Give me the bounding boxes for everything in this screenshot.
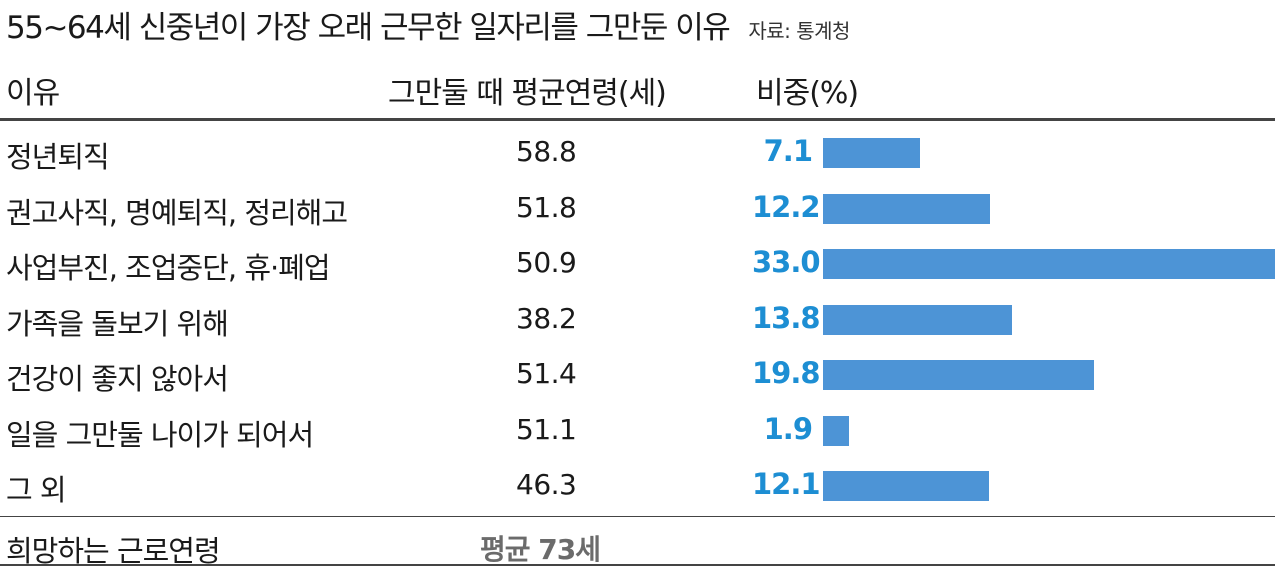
row-average-age: 46.3 [516, 468, 577, 501]
header-divider [0, 118, 1275, 121]
bar-value-label: 19.8 [752, 356, 821, 390]
row-reason-label: 권고사직, 명예퇴직, 정리해고 [6, 195, 348, 230]
row-average-age: 51.8 [516, 190, 577, 224]
source-label: 자료: 통계청 [748, 19, 850, 43]
bar-value-label: 33.0 [752, 245, 821, 279]
footer-label: 희망하는 근로연령 [6, 534, 221, 568]
row-reason-label: 일을 그만둘 나이가 되어서 [6, 417, 314, 452]
bar [823, 360, 1095, 390]
bar-value-label: 1.9 [763, 411, 813, 446]
bar [823, 415, 850, 446]
chart-title: 55~64세 신중년이 가장 오래 근무한 일자리를 그만둔 이유 [6, 10, 731, 46]
bar-value-label: 13.8 [752, 300, 821, 335]
row-average-age: 50.9 [516, 246, 577, 279]
bar-value-label: 7.1 [763, 134, 813, 168]
row-reason-label: 정년퇴직 [6, 140, 110, 174]
bar [823, 304, 1013, 335]
footer-divider [0, 516, 1275, 517]
footer-value: 평균 73세 [480, 533, 601, 566]
bar [823, 249, 1275, 279]
row-average-age: 38.2 [516, 301, 577, 335]
bar-value-label: 12.1 [752, 467, 821, 501]
header-reason: 이유 [6, 76, 60, 111]
row-average-age: 51.4 [516, 357, 577, 390]
header-average-age: 그만둘 때 평균연령(세) [388, 76, 667, 111]
row-reason-label: 사업부진, 조업중단, 휴·폐업 [6, 251, 331, 285]
bar [823, 471, 989, 501]
row-reason-label: 가족을 돌보기 위해 [6, 306, 229, 341]
bar-value-label: 12.2 [752, 189, 821, 224]
bottom-divider [0, 564, 1275, 566]
row-reason-label: 건강이 좋지 않아서 [6, 362, 229, 396]
bar [823, 193, 991, 224]
header-share: 비중(%) [756, 76, 859, 111]
title-row: 55~64세 신중년이 가장 오래 근무한 일자리를 그만둔 이유 자료: 통계… [6, 2, 850, 46]
row-reason-label: 그 외 [6, 473, 67, 507]
row-average-age: 51.1 [516, 412, 577, 446]
bar [823, 138, 921, 168]
row-average-age: 58.8 [516, 135, 577, 168]
